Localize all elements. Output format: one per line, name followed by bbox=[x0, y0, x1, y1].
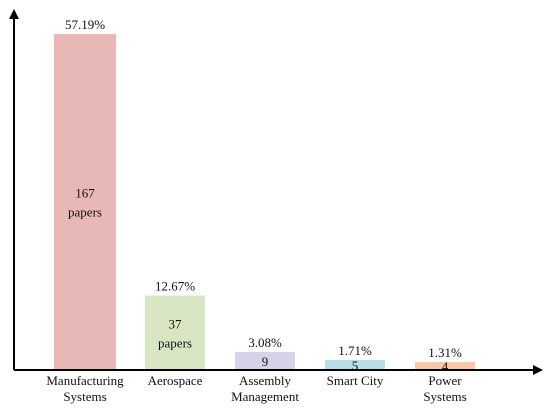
percent-label-0: 57.19% bbox=[65, 17, 105, 32]
category-label-0-1: Systems bbox=[63, 389, 106, 404]
value-label-2-0: 9 bbox=[262, 354, 269, 369]
labels-group: 57.19%167papersManufacturingSystems12.67… bbox=[46, 17, 466, 404]
bar-0 bbox=[54, 34, 116, 370]
category-label-2-1: Management bbox=[231, 389, 299, 404]
category-label-1-0: Aerospace bbox=[148, 373, 203, 388]
value-label-1-1: papers bbox=[158, 335, 192, 350]
category-label-0-0: Manufacturing bbox=[46, 373, 124, 388]
category-label-4-0: Power bbox=[428, 373, 462, 388]
value-label-0-1: papers bbox=[68, 205, 102, 220]
category-label-3-0: Smart City bbox=[327, 373, 384, 388]
category-label-4-1: Systems bbox=[423, 389, 466, 404]
percent-label-3: 1.71% bbox=[338, 343, 372, 358]
value-label-3-0: 5 bbox=[352, 358, 359, 373]
value-label-1-0: 37 bbox=[169, 316, 183, 331]
bar-4 bbox=[415, 361, 475, 370]
percent-label-2: 3.08% bbox=[248, 335, 282, 350]
bar-1 bbox=[145, 295, 205, 370]
value-label-0-0: 167 bbox=[75, 186, 95, 201]
percent-label-4: 1.31% bbox=[428, 345, 462, 360]
bars-group bbox=[54, 34, 475, 370]
percent-label-1: 12.67% bbox=[155, 279, 195, 294]
bar-2 bbox=[235, 351, 295, 370]
bar-3 bbox=[325, 359, 385, 370]
category-label-2-0: Assembly bbox=[239, 373, 292, 388]
value-label-4-0: 4 bbox=[442, 359, 449, 374]
